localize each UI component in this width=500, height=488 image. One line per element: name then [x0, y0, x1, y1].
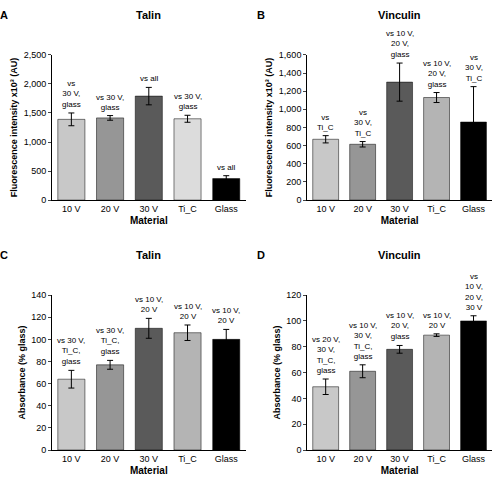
svg-text:1,400: 1,400	[279, 68, 302, 78]
svg-text:Absorbance (% glass): Absorbance (% glass)	[272, 326, 282, 420]
svg-text:120: 120	[31, 312, 46, 322]
svg-text:Fluorescence intensity x10³ (A: Fluorescence intensity x10³ (AU)	[264, 58, 274, 198]
svg-text:A: A	[0, 9, 8, 21]
svg-text:500: 500	[31, 166, 46, 176]
svg-text:1,000: 1,000	[24, 137, 47, 147]
svg-text:Absorbance (% glass): Absorbance (% glass)	[17, 326, 27, 420]
svg-text:120: 120	[286, 290, 301, 300]
svg-text:vs 10 V,20 V: vs 10 V,20 V	[212, 306, 240, 325]
svg-text:600: 600	[286, 141, 301, 151]
svg-text:20: 20	[36, 423, 46, 433]
svg-text:140: 140	[31, 290, 46, 300]
svg-text:C: C	[0, 249, 8, 261]
svg-text:Ti_C: Ti_C	[178, 204, 197, 214]
svg-text:vs 10 V,20 V,glass: vs 10 V,20 V,glass	[423, 59, 451, 89]
svg-text:40: 40	[291, 394, 301, 404]
svg-text:2,000: 2,000	[24, 79, 47, 89]
svg-text:Talin: Talin	[136, 9, 161, 21]
svg-text:Material: Material	[381, 465, 419, 476]
svg-text:20 V: 20 V	[353, 454, 372, 464]
svg-text:vs all: vs all	[217, 163, 235, 172]
svg-text:60: 60	[291, 368, 301, 378]
svg-text:30 V: 30 V	[390, 204, 409, 214]
svg-text:80: 80	[36, 357, 46, 367]
svg-text:1,600: 1,600	[279, 50, 302, 60]
svg-text:vs 10 V,20 V: vs 10 V,20 V	[423, 311, 451, 330]
svg-text:vs all: vs all	[140, 74, 158, 83]
svg-text:2,500: 2,500	[24, 50, 47, 60]
svg-text:100: 100	[286, 316, 301, 326]
svg-text:0: 0	[296, 195, 301, 205]
svg-text:0: 0	[41, 445, 46, 455]
svg-text:30 V: 30 V	[390, 454, 409, 464]
svg-text:100: 100	[31, 335, 46, 345]
svg-text:1,000: 1,000	[279, 104, 302, 114]
svg-text:30 V: 30 V	[140, 454, 159, 464]
svg-text:Material: Material	[130, 465, 168, 476]
svg-text:Vinculin: Vinculin	[378, 249, 421, 261]
svg-text:Ti_C: Ti_C	[178, 454, 197, 464]
svg-text:vs 10 V,20 V,glass: vs 10 V,20 V,glass	[386, 311, 414, 341]
svg-text:vs10 V,20 V,30 V: vs10 V,20 V,30 V	[465, 272, 483, 312]
svg-text:40: 40	[36, 401, 46, 411]
svg-text:Ti_C: Ti_C	[427, 204, 446, 214]
svg-text:10 V: 10 V	[316, 454, 335, 464]
svg-text:vs 10 V,30 V,Ti_C,glass: vs 10 V,30 V,Ti_C,glass	[349, 321, 377, 361]
svg-text:vs 30 V,Ti_C,glass: vs 30 V,Ti_C,glass	[96, 326, 124, 356]
svg-text:Talin: Talin	[136, 249, 161, 261]
svg-text:vs 20 V,30 V,Ti_C,glass: vs 20 V,30 V,Ti_C,glass	[312, 335, 340, 375]
svg-text:vs30 V,glass: vs30 V,glass	[62, 79, 81, 109]
svg-text:400: 400	[286, 159, 301, 169]
svg-text:Fluorescence intensity x10³ (A: Fluorescence intensity x10³ (AU)	[9, 58, 19, 198]
svg-text:0: 0	[296, 445, 301, 455]
svg-text:0: 0	[41, 195, 46, 205]
svg-text:Material: Material	[381, 215, 419, 226]
svg-text:vs 30 V,glass: vs 30 V,glass	[174, 92, 202, 111]
svg-text:D: D	[257, 249, 265, 261]
svg-text:800: 800	[286, 123, 301, 133]
svg-text:Glass: Glass	[215, 204, 239, 214]
svg-text:Glass: Glass	[215, 454, 239, 464]
svg-text:20 V: 20 V	[101, 454, 120, 464]
svg-text:80: 80	[291, 342, 301, 352]
svg-text:vs30 V,Ti_C: vs30 V,Ti_C	[354, 108, 372, 138]
svg-text:20 V: 20 V	[101, 204, 120, 214]
svg-text:10 V: 10 V	[62, 454, 81, 464]
svg-text:vs 10 V,20 V: vs 10 V,20 V	[135, 295, 163, 314]
svg-text:Ti_C: Ti_C	[427, 454, 446, 464]
svg-text:vs 30 V,glass: vs 30 V,glass	[96, 93, 124, 112]
svg-text:vs 30 V,Ti_C,glass: vs 30 V,Ti_C,glass	[57, 336, 85, 366]
svg-text:10 V: 10 V	[316, 204, 335, 214]
svg-text:10 V: 10 V	[62, 204, 81, 214]
svg-text:20: 20	[291, 419, 301, 429]
svg-text:30 V: 30 V	[140, 204, 159, 214]
svg-text:Glass: Glass	[462, 454, 486, 464]
svg-text:1,500: 1,500	[24, 108, 47, 118]
svg-text:Material: Material	[130, 215, 168, 226]
svg-text:vs 10 V,20 V,glass: vs 10 V,20 V,glass	[386, 29, 414, 59]
svg-text:vs30 V,Ti_C: vs30 V,Ti_C	[465, 53, 483, 83]
svg-text:1,200: 1,200	[279, 86, 302, 96]
svg-text:20 V: 20 V	[353, 204, 372, 214]
svg-text:B: B	[257, 9, 265, 21]
svg-text:Glass: Glass	[462, 204, 486, 214]
svg-text:Vinculin: Vinculin	[378, 9, 421, 21]
svg-text:60: 60	[36, 379, 46, 389]
svg-text:vsTi_C: vsTi_C	[317, 113, 334, 132]
svg-text:vs 10 V,20 V: vs 10 V,20 V	[174, 302, 202, 321]
svg-text:200: 200	[286, 177, 301, 187]
